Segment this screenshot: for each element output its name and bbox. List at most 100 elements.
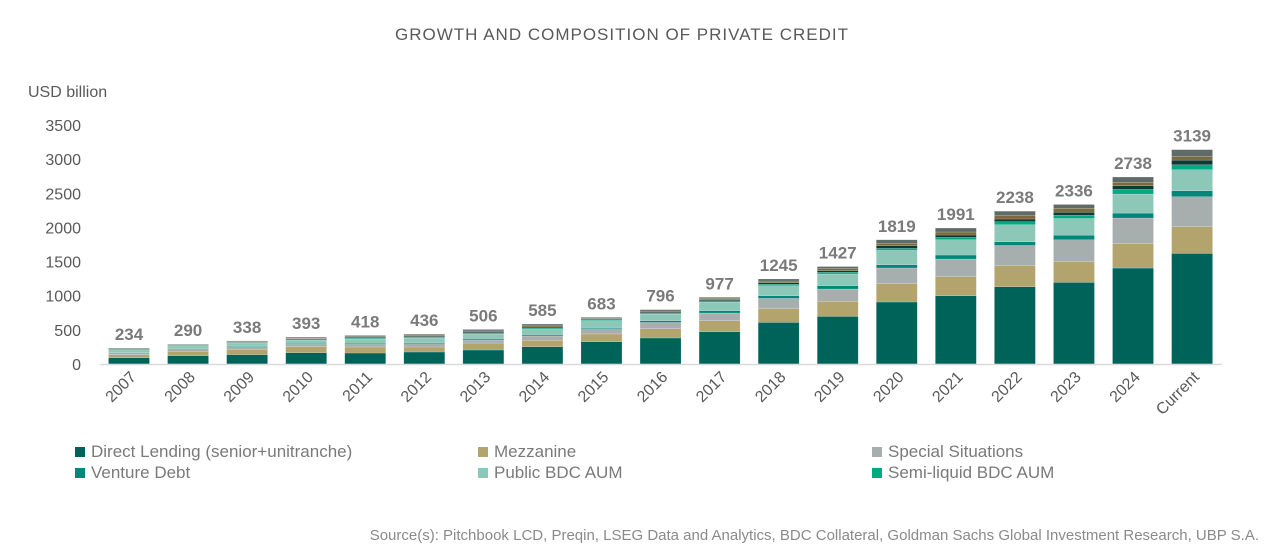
data-label-total: 1427 xyxy=(819,244,857,263)
bar-2010 xyxy=(285,336,327,365)
bar-2015 xyxy=(580,317,623,365)
data-label-total: 418 xyxy=(351,312,379,331)
bar-segment-special-situations xyxy=(876,267,918,284)
y-tick-label: 3500 xyxy=(45,118,81,135)
bar-segment-series-8 xyxy=(403,333,446,336)
bar-segment-special-situations xyxy=(1171,196,1213,227)
chart-title: GROWTH AND COMPOSITION OF PRIVATE CREDIT xyxy=(395,25,849,44)
y-tick-label: 2500 xyxy=(45,186,81,203)
x-tick-label: 2014 xyxy=(516,369,553,406)
bar-segment-special-situations xyxy=(1112,217,1154,244)
bar-segment-public-bdc-aum xyxy=(994,224,1036,243)
bar-segment-mezzanine xyxy=(108,354,150,358)
bar-segment-series-6 xyxy=(1112,185,1154,190)
legend-swatch xyxy=(872,468,882,478)
legend-item: Direct Lending (senior+unitranche) xyxy=(75,442,352,462)
data-label-total: 2336 xyxy=(1055,181,1093,200)
bar-segment-special-situations xyxy=(816,288,859,302)
bar-segment-series-7 xyxy=(994,215,1036,220)
bar-segment-special-situations xyxy=(994,245,1036,266)
legend-item: Mezzanine xyxy=(478,442,576,462)
bar-segment-direct-lending-senior-unitranche- xyxy=(403,351,446,365)
bar-segment-series-7 xyxy=(757,280,800,283)
data-label-total: 436 xyxy=(410,311,438,330)
bar-segment-public-bdc-aum xyxy=(876,250,918,265)
bar-segment-semi-liquid-bdc-aum xyxy=(1171,164,1213,171)
bar-segment-venture-debt xyxy=(994,241,1036,246)
bar-segment-semi-liquid-bdc-aum xyxy=(994,221,1036,226)
bar-segment-series-8 xyxy=(639,309,682,312)
bar-segment-direct-lending-senior-unitranche- xyxy=(1171,253,1213,365)
legend-item: Venture Debt xyxy=(75,463,190,483)
bar-segment-venture-debt xyxy=(935,254,977,260)
bar-segment-special-situations xyxy=(639,322,682,329)
bar-segment-series-8 xyxy=(167,343,209,346)
data-label-total: 1245 xyxy=(760,256,798,275)
bar-segment-semi-liquid-bdc-aum xyxy=(816,272,859,275)
bar-segment-direct-lending-senior-unitranche- xyxy=(1112,267,1154,365)
bar-segment-direct-lending-senior-unitranche- xyxy=(698,331,741,365)
bar-2014 xyxy=(521,323,564,365)
x-tick-label: 2021 xyxy=(929,369,966,406)
bar-segment-direct-lending-senior-unitranche- xyxy=(167,355,209,365)
x-tick-label: 2011 xyxy=(340,369,376,405)
bar-segment-series-7 xyxy=(935,231,977,236)
bar-segment-public-bdc-aum xyxy=(935,239,977,256)
bar-2018 xyxy=(757,278,800,365)
bar-segment-special-situations xyxy=(285,344,327,347)
bar-2007 xyxy=(108,347,150,365)
bar-segment-special-situations xyxy=(226,346,268,350)
bar-segment-public-bdc-aum xyxy=(108,349,150,353)
bar-segment-series-8 xyxy=(108,347,150,349)
bar-2021 xyxy=(935,227,977,365)
bar-segment-series-6 xyxy=(935,234,977,238)
bar-2024 xyxy=(1112,176,1154,365)
bar-segment-direct-lending-senior-unitranche- xyxy=(226,354,268,365)
bar-segment-direct-lending-senior-unitranche- xyxy=(639,337,682,365)
bar-segment-semi-liquid-bdc-aum xyxy=(935,237,977,240)
bar-segment-direct-lending-senior-unitranche- xyxy=(462,349,505,365)
x-tick-label: 2024 xyxy=(1107,369,1144,406)
bar-segment-public-bdc-aum xyxy=(639,313,682,321)
bar-segment-semi-liquid-bdc-aum xyxy=(876,248,918,251)
data-label-total: 506 xyxy=(469,306,497,325)
bar-segment-mezzanine xyxy=(1171,226,1213,254)
x-tick-label: 2016 xyxy=(634,369,671,406)
bar-segment-series-7 xyxy=(816,268,859,271)
legend-label: Public BDC AUM xyxy=(494,463,623,482)
bar-segment-series-7 xyxy=(876,243,918,246)
legend-label: Semi-liquid BDC AUM xyxy=(888,463,1055,482)
legend-swatch xyxy=(872,447,882,457)
x-tick-label: 2022 xyxy=(989,369,1026,406)
bar-2020 xyxy=(876,239,918,365)
data-label-total: 234 xyxy=(115,325,144,344)
bar-segment-mezzanine xyxy=(935,276,977,296)
data-label-total: 290 xyxy=(174,321,202,340)
data-label-total: 585 xyxy=(528,301,556,320)
bar-segment-series-8 xyxy=(462,329,505,332)
bar-segment-venture-debt xyxy=(1112,212,1154,219)
bar-segment-series-7 xyxy=(1053,207,1095,213)
bar-segment-special-situations xyxy=(698,312,741,321)
x-tick-label: 2015 xyxy=(575,369,612,406)
data-label-total: 393 xyxy=(292,314,320,333)
bar-2012 xyxy=(403,333,446,365)
y-tick-label: 1000 xyxy=(45,289,81,306)
bar-segment-series-8 xyxy=(935,227,977,233)
legend-item: Semi-liquid BDC AUM xyxy=(872,463,1054,483)
legend-label: Venture Debt xyxy=(91,463,191,482)
bar-segment-series-6 xyxy=(876,245,918,249)
bar-segment-mezzanine xyxy=(580,333,623,342)
x-tick-label: Current xyxy=(1153,368,1203,418)
bar-segment-direct-lending-senior-unitranche- xyxy=(935,295,977,365)
bar-segment-public-bdc-aum xyxy=(285,339,327,344)
legend-swatch xyxy=(478,447,488,457)
bar-segment-series-8 xyxy=(1053,204,1095,209)
data-label-total: 683 xyxy=(587,294,615,313)
bar-segment-public-bdc-aum xyxy=(1171,169,1213,192)
x-tick-label: 2013 xyxy=(457,369,494,406)
bar-segment-series-8 xyxy=(757,278,800,282)
bar-segment-mezzanine xyxy=(816,301,859,317)
legend-label: Mezzanine xyxy=(494,442,577,461)
bar-segment-direct-lending-senior-unitranche- xyxy=(816,316,859,365)
